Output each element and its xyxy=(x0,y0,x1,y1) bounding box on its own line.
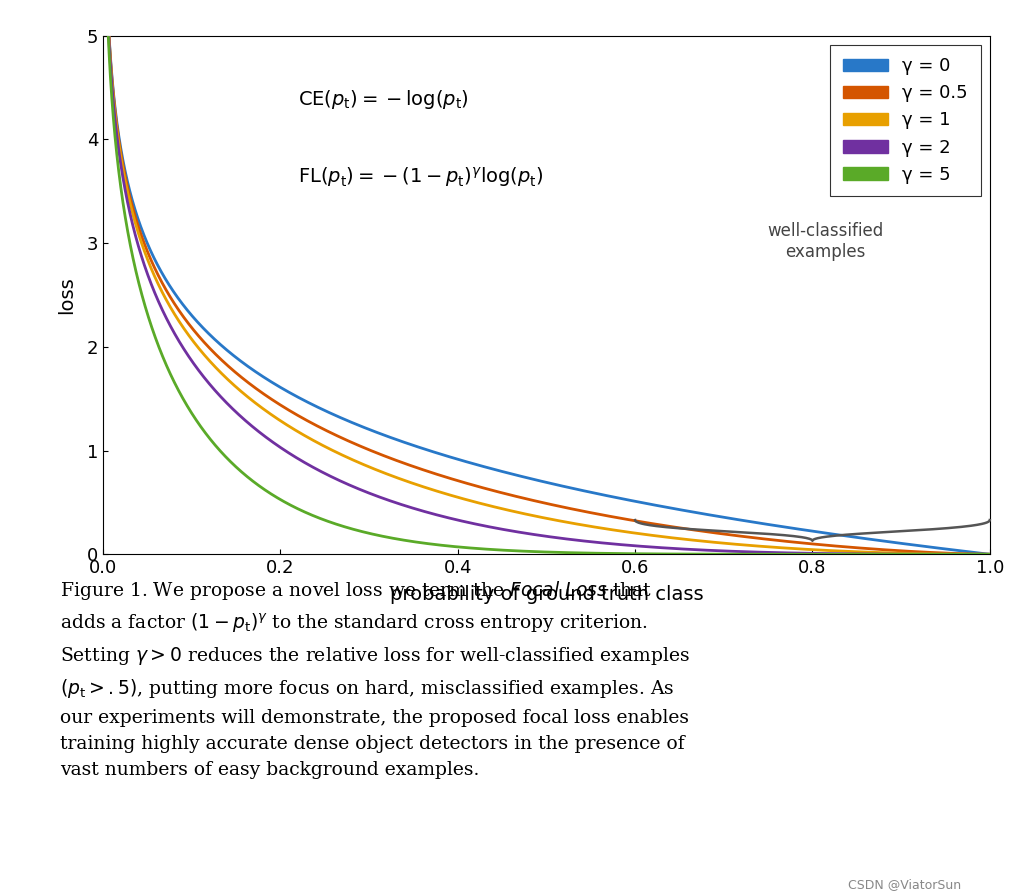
Text: $\mathrm{FL}(p_\mathrm{t}) = -(1-p_\mathrm{t})^\gamma \log(p_\mathrm{t})$: $\mathrm{FL}(p_\mathrm{t}) = -(1-p_\math… xyxy=(298,165,544,190)
Legend: γ = 0, γ = 0.5, γ = 1, γ = 2, γ = 5: γ = 0, γ = 0.5, γ = 1, γ = 2, γ = 5 xyxy=(830,45,980,196)
Text: Figure 1. We propose a novel loss we term the $\mathit{Focal\ Loss}$ that
adds a: Figure 1. We propose a novel loss we ter… xyxy=(60,578,690,780)
Text: well-classified
examples: well-classified examples xyxy=(768,223,884,261)
Y-axis label: loss: loss xyxy=(57,276,75,314)
Text: $\mathrm{CE}(p_\mathrm{t}) = -\log(p_\mathrm{t})$: $\mathrm{CE}(p_\mathrm{t}) = -\log(p_\ma… xyxy=(298,88,469,111)
X-axis label: probability of ground truth class: probability of ground truth class xyxy=(390,586,703,604)
Text: CSDN @ViatorSun: CSDN @ViatorSun xyxy=(849,878,961,890)
